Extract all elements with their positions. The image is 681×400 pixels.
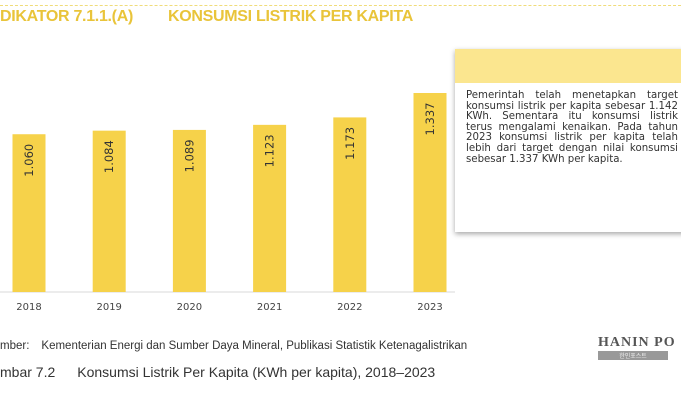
- source-text: Kementerian Energi dan Sumber Daya Miner…: [41, 340, 468, 352]
- caption-text: Konsumsi Listrik Per Kapita (KWh per kap…: [77, 364, 436, 380]
- bar-2020: [172, 129, 206, 292]
- bar-2023: [413, 93, 447, 292]
- x-tick-label: 2023: [417, 302, 442, 313]
- info-box-text: Pemerintah telah menetapkan target konsu…: [466, 90, 678, 165]
- info-box: Pemerintah telah menetapkan target konsu…: [455, 49, 681, 232]
- figure-caption: mbar 7.2 Konsumsi Listrik Per Kapita (KWh…: [0, 364, 435, 380]
- x-tick-label: 2018: [16, 302, 41, 313]
- bar-2022: [333, 117, 367, 292]
- data-label: 1.060: [22, 144, 36, 177]
- caption-label: mbar 7.2: [0, 364, 56, 380]
- section-title: KONSUMSI LISTRIK PER KAPITA: [168, 8, 413, 25]
- x-tick-label: 2019: [96, 302, 121, 313]
- watermark-logo: HANIN PO 한인포스트: [598, 335, 676, 360]
- x-tick-label: 2021: [257, 302, 282, 313]
- info-box-header: [455, 49, 681, 83]
- x-tick-label: 2022: [337, 302, 362, 313]
- data-label: 1.123: [263, 134, 277, 167]
- bar-2019: [92, 130, 126, 292]
- header-divider: [0, 5, 681, 6]
- bar-2018: [12, 134, 46, 292]
- x-tick-label: 2020: [177, 302, 202, 313]
- data-label: 1.337: [423, 103, 437, 136]
- data-label: 1.089: [182, 139, 196, 172]
- data-label: 1.084: [102, 140, 116, 173]
- data-label: 1.173: [343, 127, 357, 160]
- bar-2021: [253, 124, 287, 293]
- source-label: mber:: [0, 340, 30, 352]
- indicator-label: DIKATOR 7.1.1.(A): [0, 8, 133, 25]
- bar-chart: 1.060 2018 1.084 2019 1.089 2020 1.123 2021 1.17…: [0, 93, 455, 313]
- source-note: mber: Kementerian Energi dan Sumber Daya …: [0, 340, 467, 352]
